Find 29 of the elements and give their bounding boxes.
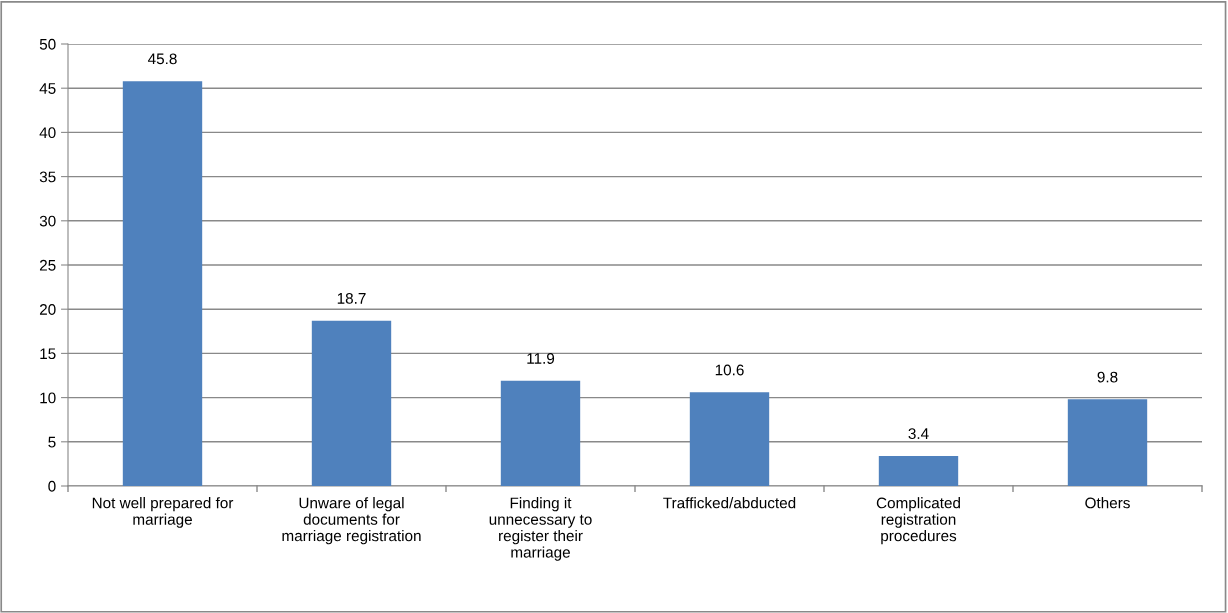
bar xyxy=(122,81,203,486)
y-tick-label: 15 xyxy=(40,348,56,360)
y-tick-label: 30 xyxy=(39,215,56,227)
x-tick-label: Unware of legal documents for marriage registration xyxy=(282,497,421,545)
x-tick-label: Complicated registration procedures xyxy=(876,497,960,545)
y-tick-label: 45 xyxy=(39,83,56,94)
y-tick-label: 5 xyxy=(48,436,56,448)
bar xyxy=(500,380,581,486)
bar xyxy=(689,392,770,486)
data-label: 18.7 xyxy=(337,292,366,304)
x-tick-label: Finding it unnecessary to register their marriage xyxy=(489,497,592,561)
bar xyxy=(1067,399,1148,486)
bar xyxy=(311,320,392,486)
data-label: 11.9 xyxy=(527,353,555,364)
y-tick-label: 20 xyxy=(39,304,56,315)
data-label: 9.8 xyxy=(1097,371,1118,383)
data-label: 3.4 xyxy=(908,428,929,440)
y-tick-label: 0 xyxy=(48,480,56,492)
data-label: 45.8 xyxy=(147,53,177,65)
y-tick-label: 40 xyxy=(39,127,56,139)
y-tick-label: 50 xyxy=(39,38,56,50)
x-tick-label: Others xyxy=(1085,497,1130,509)
y-tick-label: 35 xyxy=(39,171,56,183)
x-tick-label: Not well prepared for marriage xyxy=(92,497,234,528)
data-label: 10.6 xyxy=(715,364,744,376)
x-tick-label: Trafficked/abducted xyxy=(663,497,796,509)
y-tick-label: 25 xyxy=(39,259,56,271)
y-tick-label: 10 xyxy=(40,392,56,404)
bar xyxy=(878,455,959,486)
